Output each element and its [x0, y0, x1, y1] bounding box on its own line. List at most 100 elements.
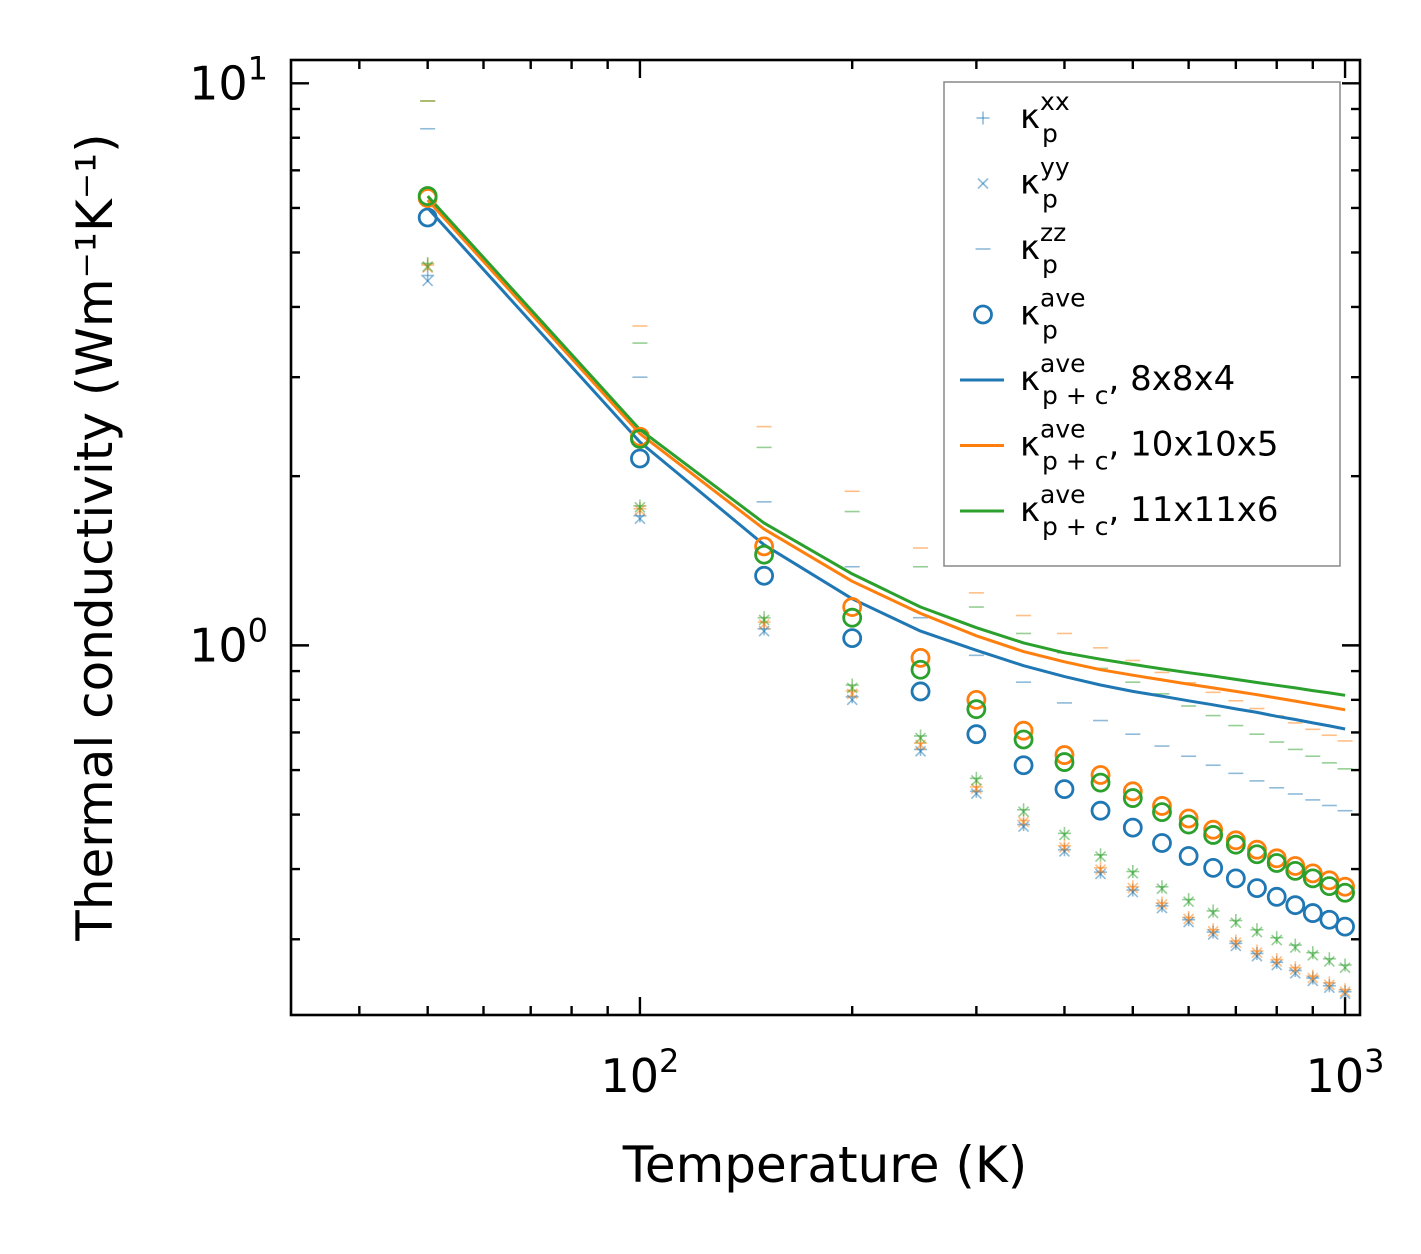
plot-frame: [289, 58, 1362, 1017]
data-point-circle: [910, 647, 931, 668]
data-point-x: [1018, 816, 1030, 828]
data-point-x: [1207, 925, 1219, 937]
series-line: [426, 195, 1346, 697]
data-point-x: [422, 275, 434, 287]
x-axis-label: Temperature (K): [622, 1136, 1027, 1194]
data-point-plus: [969, 771, 983, 785]
data-point-circle: [754, 544, 774, 565]
data-point-x: [422, 260, 434, 273]
data-point-x: [1307, 972, 1319, 984]
data-point-circle: [1178, 808, 1199, 829]
data-point-x: [1094, 864, 1107, 876]
data-point-x: [1271, 934, 1283, 946]
data-point-circle: [910, 681, 931, 702]
data-point-circle: [1152, 802, 1172, 823]
data-point-plus: [757, 611, 771, 625]
data-point-x: [1271, 959, 1283, 971]
data-point-circle: [1285, 860, 1306, 881]
legend-label-l8: κave p + c, 8x8x4: [1020, 349, 1235, 410]
data-point-x: [1058, 829, 1071, 841]
data-point-circle: [1203, 857, 1224, 878]
legend-circle-marker: [973, 304, 993, 325]
data-point-x: [1183, 913, 1195, 925]
data-point-x: [758, 614, 770, 626]
data-point-circle: [754, 536, 774, 557]
data-point-plus: [1306, 946, 1320, 960]
legend-plus-marker: [976, 111, 990, 125]
data-point-circle: [966, 724, 987, 745]
data-point-plus: [1094, 848, 1108, 862]
axis-ticks: [291, 60, 1360, 1015]
data-point-circle: [1178, 846, 1199, 866]
data-point-circle: [754, 565, 774, 586]
data-point-x: [970, 783, 982, 795]
data-point-circle: [1178, 814, 1199, 835]
data-point-x: [1323, 979, 1335, 991]
data-point-plus: [1182, 893, 1196, 907]
data-point-x: [1271, 955, 1283, 967]
data-point-plus: [1017, 803, 1031, 817]
data-point-plus: [914, 729, 928, 743]
data-point-x: [1323, 982, 1335, 994]
data-point-x: [1156, 883, 1168, 895]
data-point-x: [1018, 821, 1030, 833]
data-point-circle: [1203, 825, 1224, 845]
legend-label-kave: κave p: [1020, 284, 1086, 345]
data-point-x: [970, 774, 982, 787]
data-point-circle: [1090, 765, 1111, 785]
data-point-x: [758, 618, 770, 630]
data-point-x: [634, 501, 646, 513]
x-tick-label: 103: [1306, 1042, 1385, 1103]
legend-box: [943, 81, 1341, 567]
legend-label-l11: κave p + c, 11x11x6: [1020, 480, 1279, 541]
data-point-plus: [1338, 958, 1352, 972]
data-point-x: [1307, 975, 1319, 987]
data-point-circle: [417, 186, 438, 206]
data-point-circle: [1302, 868, 1323, 889]
data-point-x: [1230, 917, 1242, 929]
data-point-plus: [1288, 961, 1302, 975]
data-point-circle: [1152, 833, 1172, 853]
data-point-x: [846, 682, 858, 694]
data-point-x: [1183, 896, 1195, 908]
data-point-x: [1289, 941, 1301, 954]
data-point-x: [1251, 950, 1263, 962]
data-point-circle: [1054, 779, 1075, 800]
data-point-x: [1156, 902, 1168, 914]
data-point-circle: [1122, 788, 1143, 808]
data-point-circle: [1266, 853, 1287, 873]
data-point-circle: [1152, 796, 1172, 816]
data-point-x: [1289, 967, 1301, 979]
data-point-x: [1058, 841, 1071, 854]
data-point-plus: [1288, 938, 1302, 952]
data-point-plus: [1057, 826, 1071, 840]
data-point-x: [1339, 962, 1351, 974]
data-point-circle: [966, 689, 987, 710]
data-point-plus: [1155, 880, 1169, 894]
data-point-circle: [1335, 882, 1355, 903]
data-point-circle: [1090, 772, 1111, 793]
data-point-x: [914, 732, 927, 744]
data-point-x: [1127, 886, 1139, 898]
data-point-circle: [842, 628, 863, 649]
data-point-x: [1289, 964, 1301, 976]
data-point-x: [1127, 867, 1139, 879]
data-point-x: [1230, 940, 1242, 952]
data-point-x: [1339, 986, 1351, 998]
legend-x-marker: [977, 177, 989, 190]
data-point-circle: [1013, 729, 1034, 750]
data-point-x: [1251, 926, 1263, 938]
data-point-circle: [1225, 834, 1246, 855]
data-point-circle: [1319, 909, 1340, 930]
series-line: [426, 206, 1346, 731]
data-point-x: [1058, 845, 1071, 857]
data-point-x: [1127, 882, 1139, 894]
data-point-circle: [966, 699, 987, 720]
y-axis-label: Thermal conductivity (Wm⁻¹K⁻¹): [66, 133, 124, 941]
data-point-circle: [1122, 781, 1143, 802]
data-point-x: [1323, 955, 1335, 967]
data-point-plus: [1229, 913, 1243, 927]
data-point-circle: [1266, 886, 1287, 907]
